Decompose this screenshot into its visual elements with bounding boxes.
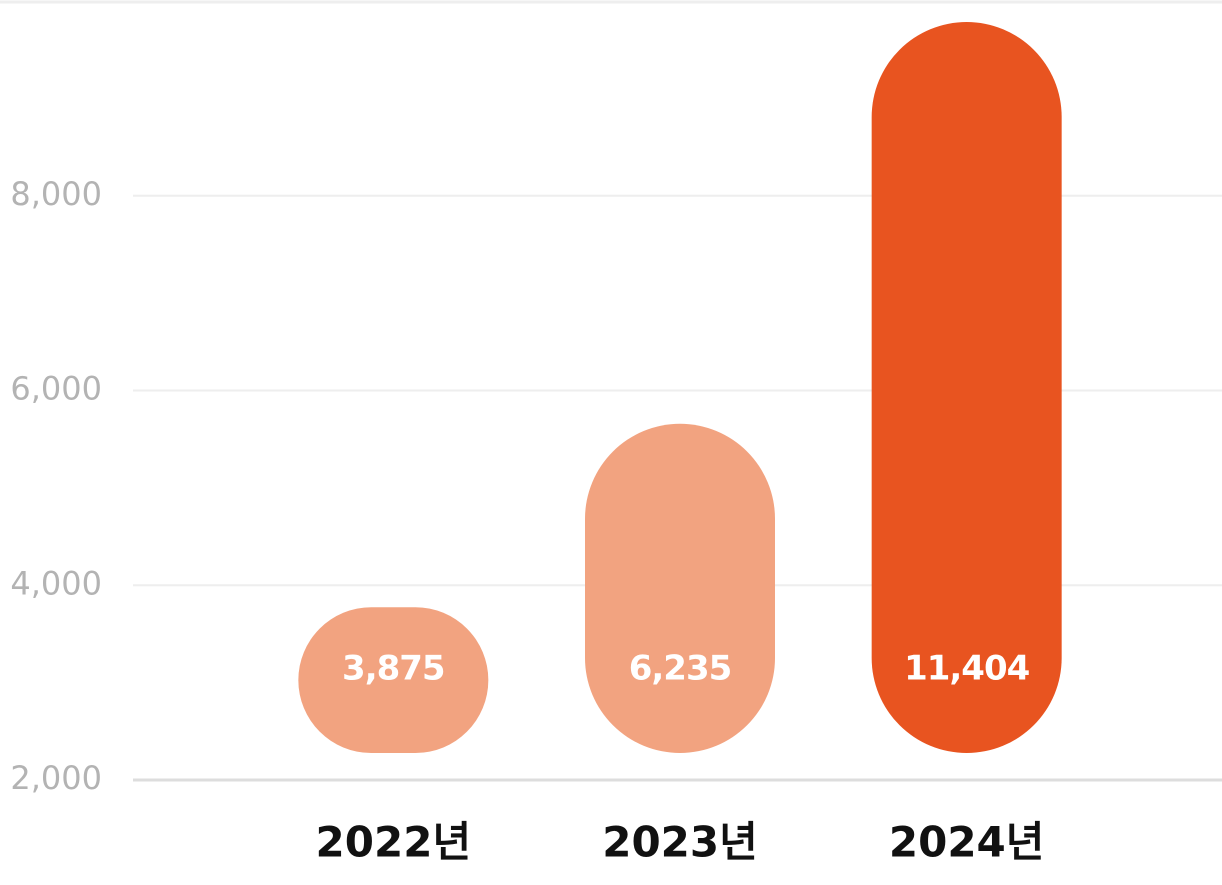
value-label: 6,235 bbox=[629, 649, 732, 689]
bar bbox=[871, 22, 1062, 753]
y-tick-label: 8,000 bbox=[10, 175, 102, 213]
x-tick-label: 2022년 bbox=[316, 818, 472, 867]
y-tick-label: 6,000 bbox=[10, 370, 102, 408]
value-label: 3,875 bbox=[342, 649, 445, 689]
value-label: 11,404 bbox=[904, 649, 1030, 689]
y-tick-label: 4,000 bbox=[10, 564, 102, 602]
bar bbox=[298, 607, 489, 753]
y-tick-label: 2,000 bbox=[10, 759, 102, 797]
bar bbox=[585, 423, 775, 753]
x-tick-label: 2023년 bbox=[602, 818, 758, 867]
x-tick-label: 2024년 bbox=[889, 818, 1045, 867]
